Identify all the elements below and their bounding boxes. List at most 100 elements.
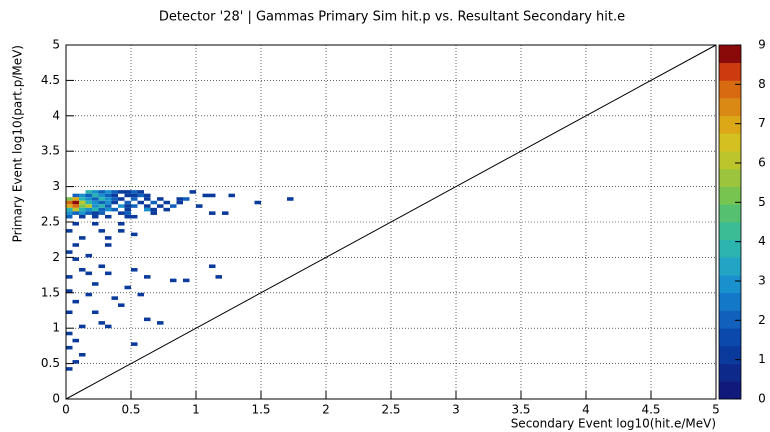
- heatmap-cell: [85, 204, 92, 208]
- heatmap-cell: [111, 190, 118, 194]
- heatmap-cell: [72, 211, 79, 215]
- x-tick-label: 1: [192, 403, 200, 417]
- heatmap-cell: [79, 204, 86, 208]
- heatmap-cell: [131, 193, 138, 198]
- heatmap-cell: [66, 211, 73, 215]
- heatmap-cell: [118, 204, 125, 208]
- heatmap-cell: [228, 193, 235, 198]
- heatmap-cell: [131, 214, 138, 219]
- colorbar-band: [719, 151, 741, 170]
- heatmap-cell: [209, 193, 216, 198]
- heatmap-cell: [157, 197, 164, 201]
- heatmap-cell: [170, 278, 177, 283]
- x-tick-label: 0: [62, 403, 70, 417]
- heatmap-cell: [163, 207, 170, 212]
- colorbar-band: [719, 186, 741, 205]
- heatmap-cell: [144, 193, 151, 198]
- heatmap-cell: [98, 211, 105, 215]
- y-tick-label: 3.5: [41, 144, 60, 158]
- heatmap-cell: [92, 282, 99, 286]
- x-tick-label: 4: [582, 403, 590, 417]
- heatmap-cell: [85, 200, 92, 205]
- heatmap-cell: [137, 190, 144, 194]
- y-tick-label: 2: [52, 250, 60, 264]
- heatmap-cell: [124, 211, 131, 215]
- heatmap-cell: [118, 211, 125, 215]
- heatmap-cell: [92, 214, 99, 219]
- heatmap-cell: [131, 232, 138, 237]
- heatmap-cell: [209, 264, 216, 269]
- heatmap-cell: [144, 317, 151, 322]
- heatmap-cell: [189, 190, 196, 194]
- heatmap-cell: [72, 257, 79, 261]
- colorbar-band: [719, 80, 741, 99]
- heatmap-cell: [85, 190, 92, 194]
- heatmap-cell: [111, 207, 118, 212]
- heatmap-cell: [131, 190, 138, 194]
- colorbar-band: [719, 45, 741, 63]
- heatmap-cell: [144, 204, 151, 208]
- heatmap-cell: [254, 200, 261, 205]
- heatmap-cell: [85, 292, 92, 297]
- heatmap-cell: [92, 207, 99, 212]
- heatmap-cell: [72, 222, 79, 226]
- heatmap-cell: [79, 211, 86, 215]
- heatmap-cell: [144, 275, 151, 279]
- heatmap-cell: [92, 222, 99, 226]
- heatmap-cell: [98, 264, 105, 269]
- heatmap-cell: [85, 197, 92, 201]
- heatmap-cell: [170, 204, 177, 208]
- chart-title: Detector '28' | Gammas Primary Sim hit.p…: [159, 10, 625, 25]
- heatmap-cell: [79, 324, 86, 329]
- heatmap-cell: [118, 222, 125, 226]
- x-tick-label: 4.5: [641, 403, 660, 417]
- colorbar-tick-label: 3: [758, 274, 766, 288]
- heatmap-cell: [79, 193, 86, 198]
- heatmap-cell: [176, 197, 183, 201]
- colorbar-band: [719, 168, 741, 187]
- heatmap-cell: [111, 197, 118, 201]
- colorbar-tick-label: 2: [758, 313, 766, 327]
- heatmap-cell: [287, 197, 294, 201]
- heatmap-cell: [111, 200, 118, 205]
- y-tick-label: 4: [52, 108, 60, 122]
- heatmap-cell: [72, 204, 79, 208]
- x-tick-label: 0.5: [121, 403, 140, 417]
- heatmap-cell: [66, 331, 73, 336]
- heatmap-cell: [98, 190, 105, 194]
- heatmap-cell: [118, 303, 125, 307]
- heatmap-cell: [66, 345, 73, 350]
- heatmap-cell: [209, 211, 216, 215]
- heatmap-cell: [85, 253, 92, 258]
- colorbar-band: [719, 381, 741, 400]
- heatmap-cell: [157, 321, 164, 325]
- heatmap-cell: [137, 193, 144, 198]
- heatmap-cell: [183, 197, 190, 201]
- y-tick-label: 5: [52, 38, 60, 52]
- heatmap-cell: [105, 190, 112, 194]
- heatmap-cell: [111, 296, 118, 300]
- heatmap-cell: [66, 289, 73, 293]
- heatmap-cell: [66, 310, 73, 315]
- colorbar-frame: [718, 44, 742, 400]
- heatmap-cell: [66, 204, 73, 208]
- colorbar-band: [719, 115, 741, 134]
- heatmap-cell: [79, 236, 86, 240]
- colorbar-band: [719, 62, 741, 81]
- heatmap-cell: [124, 207, 131, 212]
- heatmap-cell: [85, 211, 92, 215]
- heatmap-cell: [157, 204, 164, 208]
- heatmap-cell: [92, 211, 99, 215]
- colorbar-band: [719, 328, 741, 347]
- heatmap-cell: [98, 204, 105, 208]
- heatmap-cell: [131, 342, 138, 346]
- heatmap-cell: [183, 278, 190, 283]
- colorbar-tick-label: 0: [758, 392, 766, 406]
- colorbar-band: [719, 310, 741, 329]
- x-tick-label: 5: [712, 403, 720, 417]
- y-tick-label: 4.5: [41, 73, 60, 87]
- heatmap-cell: [111, 193, 118, 198]
- y-tick-label: 1.5: [41, 285, 60, 299]
- heatmap-cell: [105, 207, 112, 212]
- heatmap-cell: [66, 200, 73, 205]
